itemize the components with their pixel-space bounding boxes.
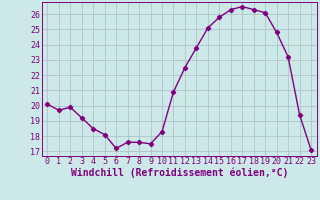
X-axis label: Windchill (Refroidissement éolien,°C): Windchill (Refroidissement éolien,°C) [70,168,288,178]
